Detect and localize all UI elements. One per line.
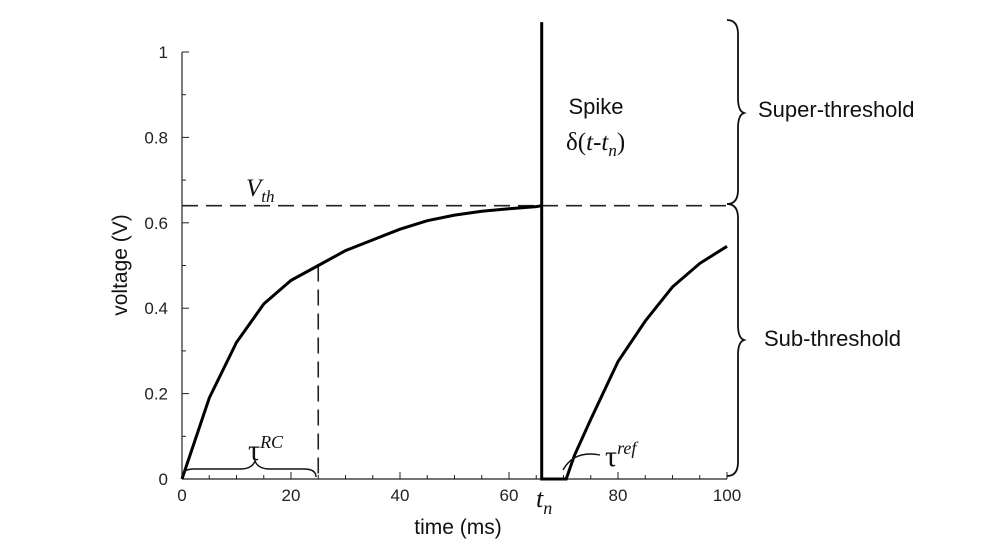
x-axis-title: time (ms)	[414, 516, 502, 539]
super-threshold-label: Super-threshold	[758, 97, 915, 122]
charging-curve	[180, 204, 542, 480]
x-tick-label: 60	[500, 486, 519, 505]
sub-threshold-label: Sub-threshold	[764, 326, 901, 351]
sub-threshold-brace	[726, 203, 747, 477]
axis-tick-labels: 0 20 40 60 80 100 0 0.2 0.4 0.6 0.8 1	[144, 43, 741, 505]
x-tick-label: 40	[391, 486, 410, 505]
spike-label: Spike	[568, 94, 623, 119]
spike-and-refractory-curve	[540, 22, 728, 481]
y-axis-title: voltage (V)	[109, 214, 132, 316]
y-tick-label: 0.2	[144, 385, 168, 404]
tau-ref-label: τref	[605, 438, 639, 473]
axis-ticks	[181, 51, 728, 480]
y-tick-label: 1	[159, 43, 168, 62]
super-threshold-brace	[726, 19, 747, 205]
x-tick-label: 80	[609, 486, 628, 505]
y-tick-label: 0.8	[144, 128, 168, 147]
x-tick-label: 20	[282, 486, 301, 505]
tau-rc-brace	[181, 459, 317, 478]
x-tick-label: 100	[713, 486, 741, 505]
spike-time-label: tn	[536, 484, 552, 518]
tau-rc-label: τRC	[248, 432, 284, 467]
spike-formula: δ(t-tn)	[566, 129, 625, 160]
x-tick-label: 0	[177, 486, 186, 505]
y-tick-label: 0.6	[144, 214, 168, 233]
y-tick-label: 0	[159, 470, 168, 489]
y-tick-label: 0.4	[144, 299, 168, 318]
vth-label: Vth	[246, 175, 275, 206]
tau-ref-connector	[562, 453, 601, 471]
